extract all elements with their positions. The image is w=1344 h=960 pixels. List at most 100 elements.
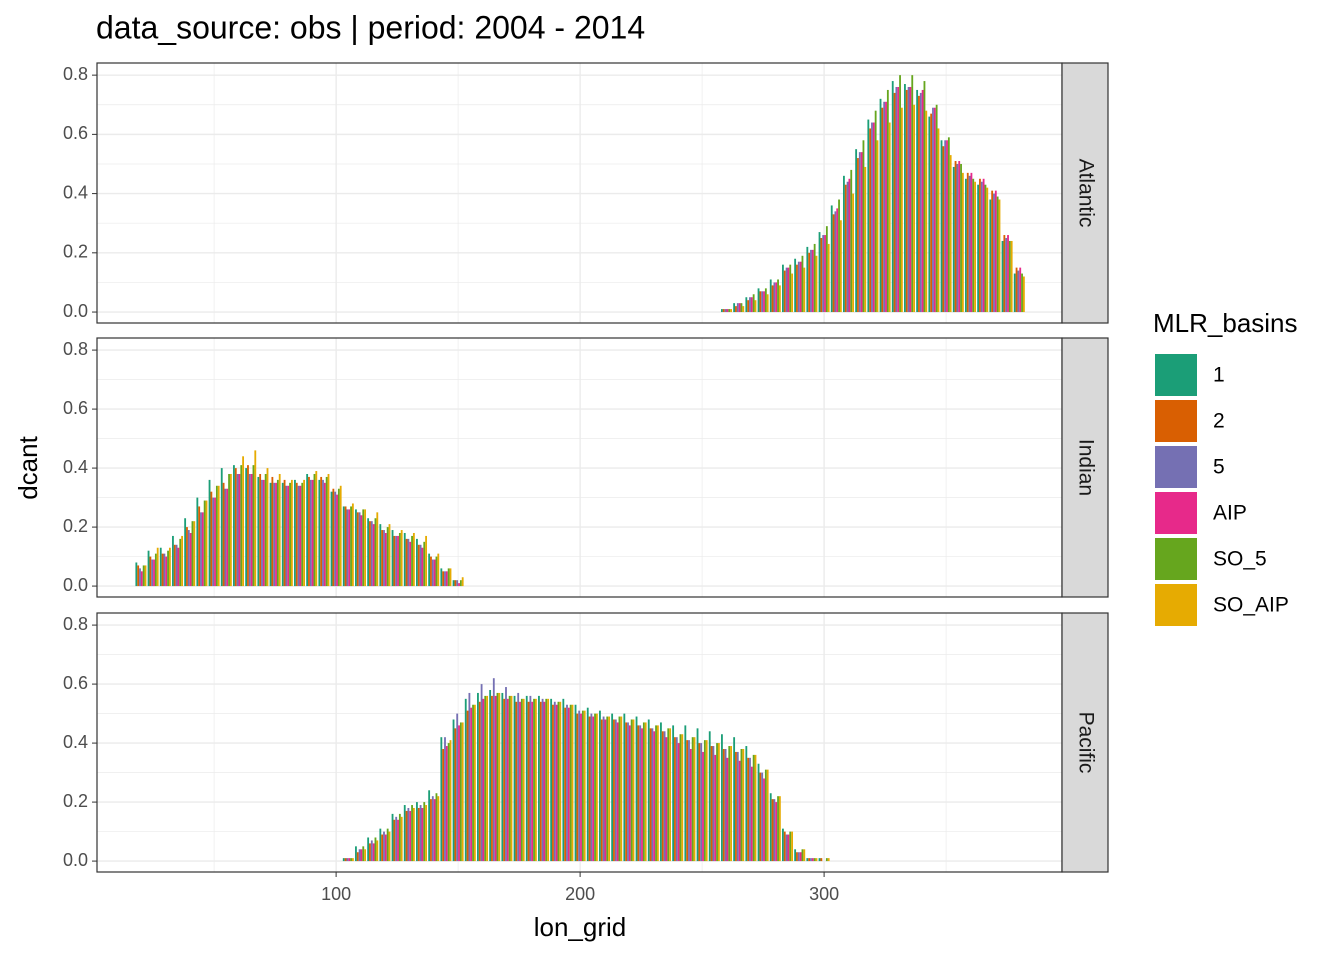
bar [489,689,492,862]
bar [411,805,413,862]
legend-label: SO_AIP [1213,594,1289,617]
bar [273,482,276,587]
bar [142,565,145,587]
bar [984,184,987,313]
bar [811,249,814,313]
bar [247,465,249,587]
bar [806,858,809,862]
bar [491,695,493,862]
bar [290,479,293,587]
bar [383,831,385,862]
bar [813,858,816,862]
x-tick-label: 100 [321,884,351,904]
bar [907,86,910,313]
bar [362,509,365,587]
bar [827,243,830,313]
bar [226,488,229,587]
bar [431,559,434,587]
bar [773,799,776,862]
bar [815,255,818,313]
bar [602,716,605,862]
bar [932,107,934,313]
bar [952,166,955,313]
bar [721,309,723,313]
bar [159,547,162,587]
bar [376,840,379,862]
bar [850,169,853,313]
bar [325,476,328,587]
bar [334,491,337,587]
y-tick-label: 0.8 [63,339,88,359]
bar [860,152,863,313]
bar [911,75,914,313]
bar [454,580,457,587]
bar [736,303,739,313]
bar [794,258,797,313]
bar [581,710,584,862]
bar [679,734,682,862]
bar [419,805,422,862]
facet-strip [1061,612,1109,873]
bar [803,267,806,313]
bar [388,524,391,587]
bar [771,285,774,313]
bar [775,802,778,862]
bar [233,465,235,587]
bar [716,743,718,862]
bar [1019,267,1022,313]
bar [384,834,387,862]
bar [473,704,476,862]
bar [393,819,396,862]
bar [538,695,540,862]
bar [747,757,750,862]
bar [407,807,410,862]
bar [529,695,532,862]
bar [384,532,387,587]
bar [825,858,828,862]
bar [769,793,772,862]
bar [1022,276,1025,313]
bar [942,146,945,313]
bar [210,491,213,587]
bar [433,799,436,862]
bar [458,725,460,862]
bar [397,819,399,862]
y-tick-label: 0.2 [63,516,88,536]
bar [416,802,418,862]
legend-key [1155,400,1197,442]
bar [569,704,572,862]
bar [215,485,218,587]
bar [730,746,732,862]
bar [278,473,281,587]
bar [165,556,168,587]
bar [355,509,357,587]
bar [306,473,309,587]
bar [766,769,769,862]
bar [968,175,971,313]
bar [137,565,140,587]
bar [750,297,753,313]
bar [881,107,884,313]
bar [416,538,418,587]
bar [461,577,464,587]
bar [309,479,312,587]
bar [250,473,253,587]
bar [956,163,959,313]
bar [996,196,999,313]
bar [276,479,279,587]
bar [663,731,666,862]
bar [675,737,678,862]
bar [543,701,546,862]
bar [689,748,692,862]
bar [562,698,565,862]
bar [688,740,690,862]
bar [928,116,931,313]
bar [552,704,554,862]
bar [262,479,265,587]
bar [651,728,654,862]
bar [525,695,528,862]
bar [364,509,367,587]
bar [616,722,619,862]
bar [444,737,446,862]
bar [480,684,483,862]
